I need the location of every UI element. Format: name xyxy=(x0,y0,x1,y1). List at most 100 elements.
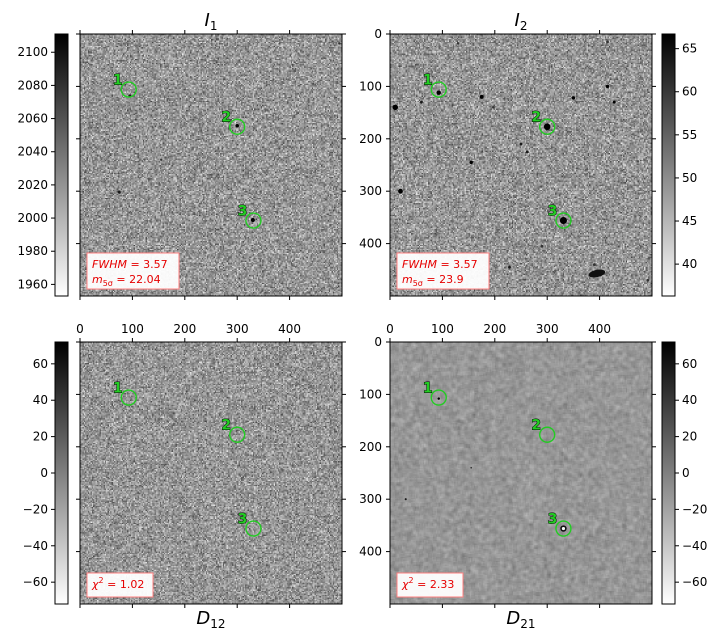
panel-xlabel: D21 xyxy=(506,608,535,631)
colorbar-tick-label: 60 xyxy=(33,357,48,371)
source-label: 3 xyxy=(238,204,248,220)
noise-image xyxy=(390,34,652,296)
noise-image xyxy=(80,34,342,296)
colorbar-tick-label: 1980 xyxy=(17,244,48,258)
info-line: m5σ = 22.04 xyxy=(92,273,161,288)
source-circle xyxy=(430,389,447,406)
colorbar-tick-label: 50 xyxy=(682,171,697,185)
colorbar-tick-label: 2000 xyxy=(17,211,48,225)
star-mark xyxy=(392,104,398,111)
source-label: 3 xyxy=(548,512,558,528)
star-mark xyxy=(606,40,609,44)
star-mark xyxy=(456,42,460,45)
colorbar-tick-label: −40 xyxy=(23,539,48,553)
y-tick-label: 400 xyxy=(359,545,382,559)
source-circle xyxy=(228,118,246,135)
colorbar-tick-label: 40 xyxy=(33,393,48,407)
colorbar-tick-label: 0 xyxy=(40,466,48,480)
source-circle xyxy=(555,520,572,537)
star-mark xyxy=(470,466,473,469)
info-box xyxy=(396,252,490,290)
star-mark xyxy=(605,84,610,89)
star-mark xyxy=(338,42,341,45)
source-circle xyxy=(555,212,572,229)
star-mark xyxy=(312,82,315,85)
colorbar-tick-label: 2100 xyxy=(17,45,48,59)
colorbar-tick-label: −20 xyxy=(23,502,48,516)
axes-frame xyxy=(389,341,653,605)
colorbar-tick-label: 40 xyxy=(682,257,697,271)
info-box xyxy=(86,252,180,290)
colorbar-tick-label: 60 xyxy=(682,85,697,99)
info-box xyxy=(86,572,154,598)
panel-1: 1 2 3 I1 FWHM = 3.57 m5σ = 22.04 1960 1980 2000 2… xyxy=(17,10,346,300)
x-tick-label: 0 xyxy=(386,322,394,336)
source-circle xyxy=(539,426,556,443)
info-line: FWHM = 3.57 xyxy=(92,258,168,271)
colorbar-tick-label: 1960 xyxy=(17,277,48,291)
star-mark xyxy=(235,123,239,128)
colorbar-tick-label: 2040 xyxy=(17,145,48,159)
colorbar-tick-label: 40 xyxy=(682,393,697,407)
colorbar xyxy=(661,33,676,297)
x-tick-label: 100 xyxy=(431,322,454,336)
panel-xlabel: D12 xyxy=(196,608,225,631)
info-line: m5σ = 23.9 xyxy=(402,273,464,288)
source-label: 2 xyxy=(531,110,541,126)
star-mark xyxy=(559,217,567,225)
noise-image xyxy=(390,342,652,604)
colorbar-tick-label: 60 xyxy=(682,357,697,371)
colorbar-tick-label: −20 xyxy=(682,502,707,516)
star-mark xyxy=(160,158,163,161)
colorbar xyxy=(54,33,69,297)
star-mark xyxy=(491,106,495,109)
colorbar-tick-label: 20 xyxy=(33,430,48,444)
panel-title: I1 xyxy=(205,10,218,33)
colorbar-tick-label: −40 xyxy=(682,539,707,553)
source-circle xyxy=(430,81,447,98)
colorbar-tick-label: −60 xyxy=(682,575,707,589)
y-tick-label: 200 xyxy=(359,440,382,454)
star-mark xyxy=(612,100,616,104)
y-tick-label: 400 xyxy=(359,237,382,251)
star-mark xyxy=(571,96,576,100)
info-line: χ2 = 2.33 xyxy=(401,576,454,591)
star-mark xyxy=(540,244,544,248)
colorbar xyxy=(661,341,676,605)
source-circle xyxy=(228,426,246,443)
info-line: FWHM = 3.57 xyxy=(402,258,478,271)
source-circle xyxy=(120,389,137,406)
star-mark xyxy=(469,160,473,165)
y-tick-label: 300 xyxy=(359,184,382,198)
star-mark xyxy=(117,190,121,194)
star-mark xyxy=(508,265,511,269)
info-line: χ2 = 1.02 xyxy=(91,576,144,591)
x-tick-label: 400 xyxy=(588,322,611,336)
x-tick-label: 100 xyxy=(121,322,144,336)
x-tick-label: 0 xyxy=(76,322,84,336)
colorbar-tick-label: 65 xyxy=(682,42,697,56)
star-mark xyxy=(250,218,255,222)
star-mark xyxy=(592,263,596,267)
source-label: 2 xyxy=(221,418,231,434)
star-mark xyxy=(437,397,440,400)
axes-frame xyxy=(79,341,343,605)
star-mark xyxy=(479,94,484,99)
star-mark xyxy=(398,188,403,194)
y-tick-label: 100 xyxy=(359,387,382,401)
source-circle xyxy=(245,212,262,229)
panel-title: I2 xyxy=(515,10,528,33)
colorbar-tick-label: 2020 xyxy=(17,178,48,192)
y-tick-label: 300 xyxy=(359,492,382,506)
info-box xyxy=(396,572,464,598)
noise-image xyxy=(80,342,342,604)
star-mark xyxy=(519,142,523,146)
y-tick-label: 100 xyxy=(359,79,382,93)
source-label: 3 xyxy=(548,204,558,220)
star-mark xyxy=(525,150,529,154)
galaxy-mark xyxy=(588,269,606,278)
y-tick-label: 200 xyxy=(359,132,382,146)
source-label: 2 xyxy=(221,110,231,126)
colorbar xyxy=(54,341,69,605)
